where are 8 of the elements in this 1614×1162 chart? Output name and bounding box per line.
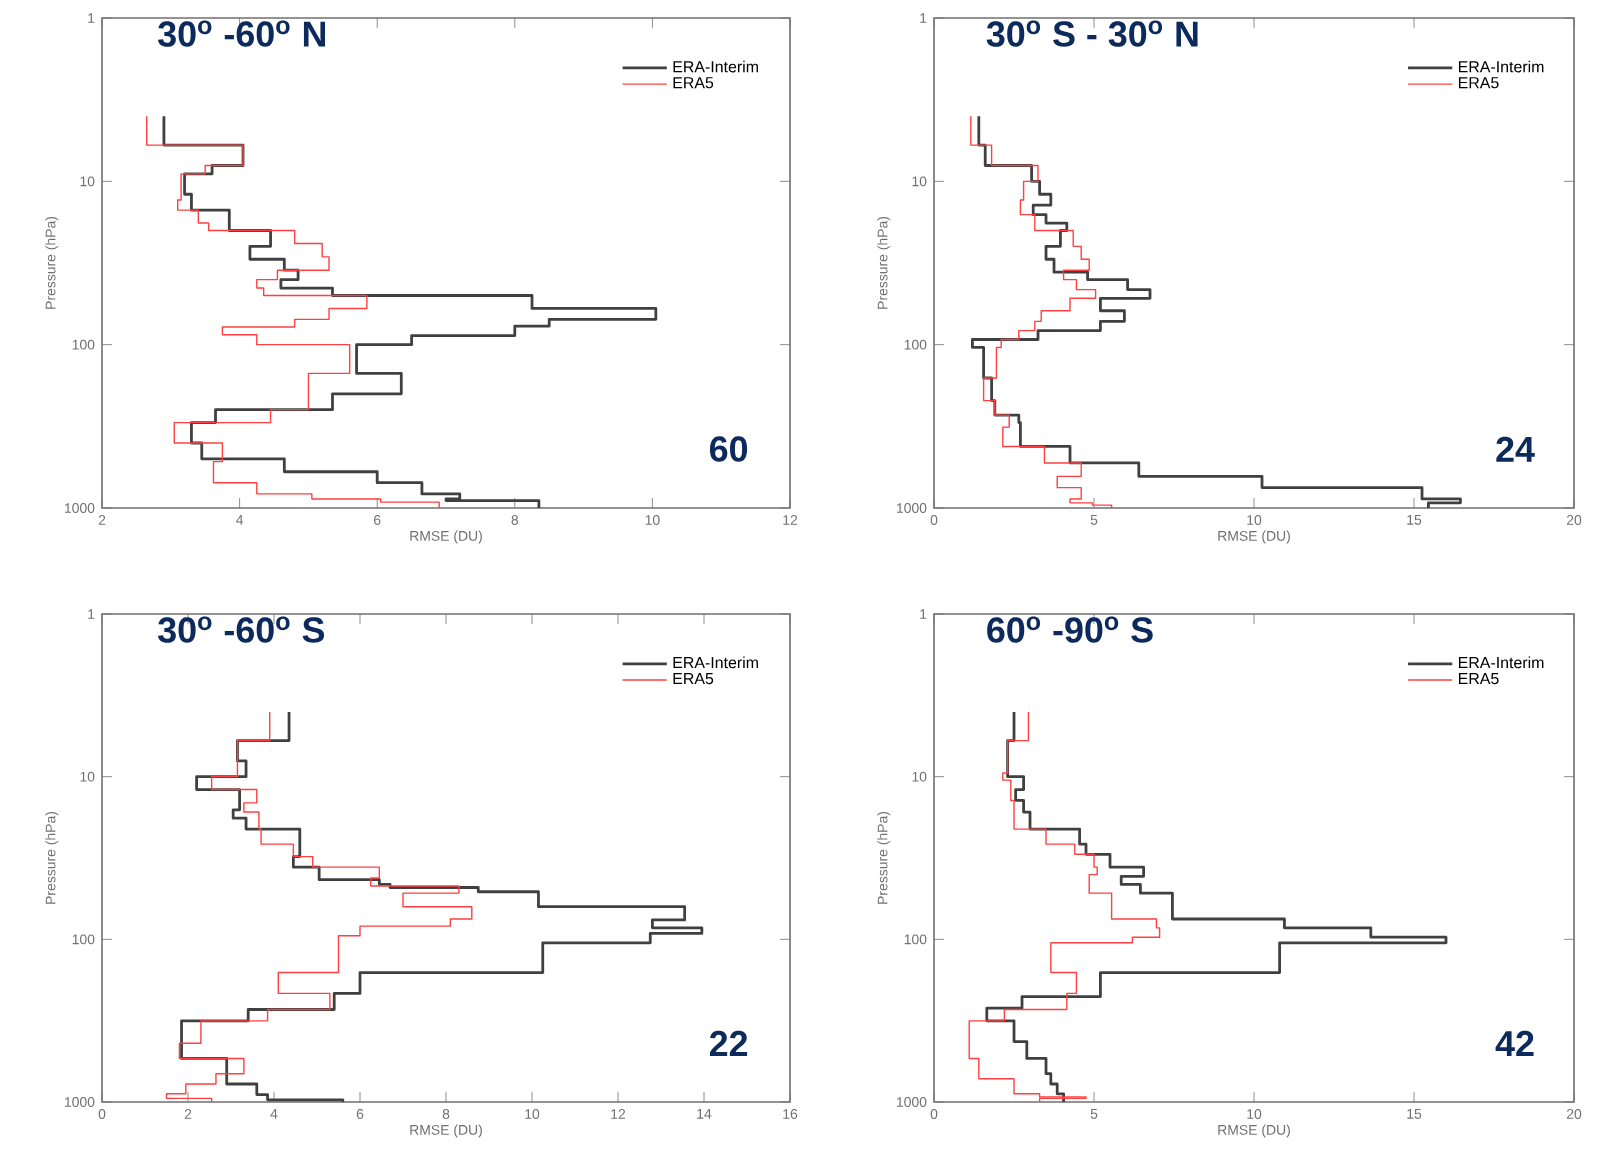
annotation: 22 xyxy=(709,1030,748,1056)
annotation: 42 xyxy=(1495,1030,1534,1056)
chart-title: 30$^{o}$ -60$^{o}$ S xyxy=(158,616,325,643)
annotation: 60 xyxy=(709,436,748,462)
annotation: 24 xyxy=(1496,436,1535,462)
chart-title: 60$^{o}$ -90$^{o}$ S xyxy=(987,616,1153,643)
chart-title: 30$^{o}$ -60$^{o}$ N xyxy=(158,20,326,47)
chart-title: 30$^{o}$ S - 30$^{o}$ N xyxy=(986,20,1198,47)
